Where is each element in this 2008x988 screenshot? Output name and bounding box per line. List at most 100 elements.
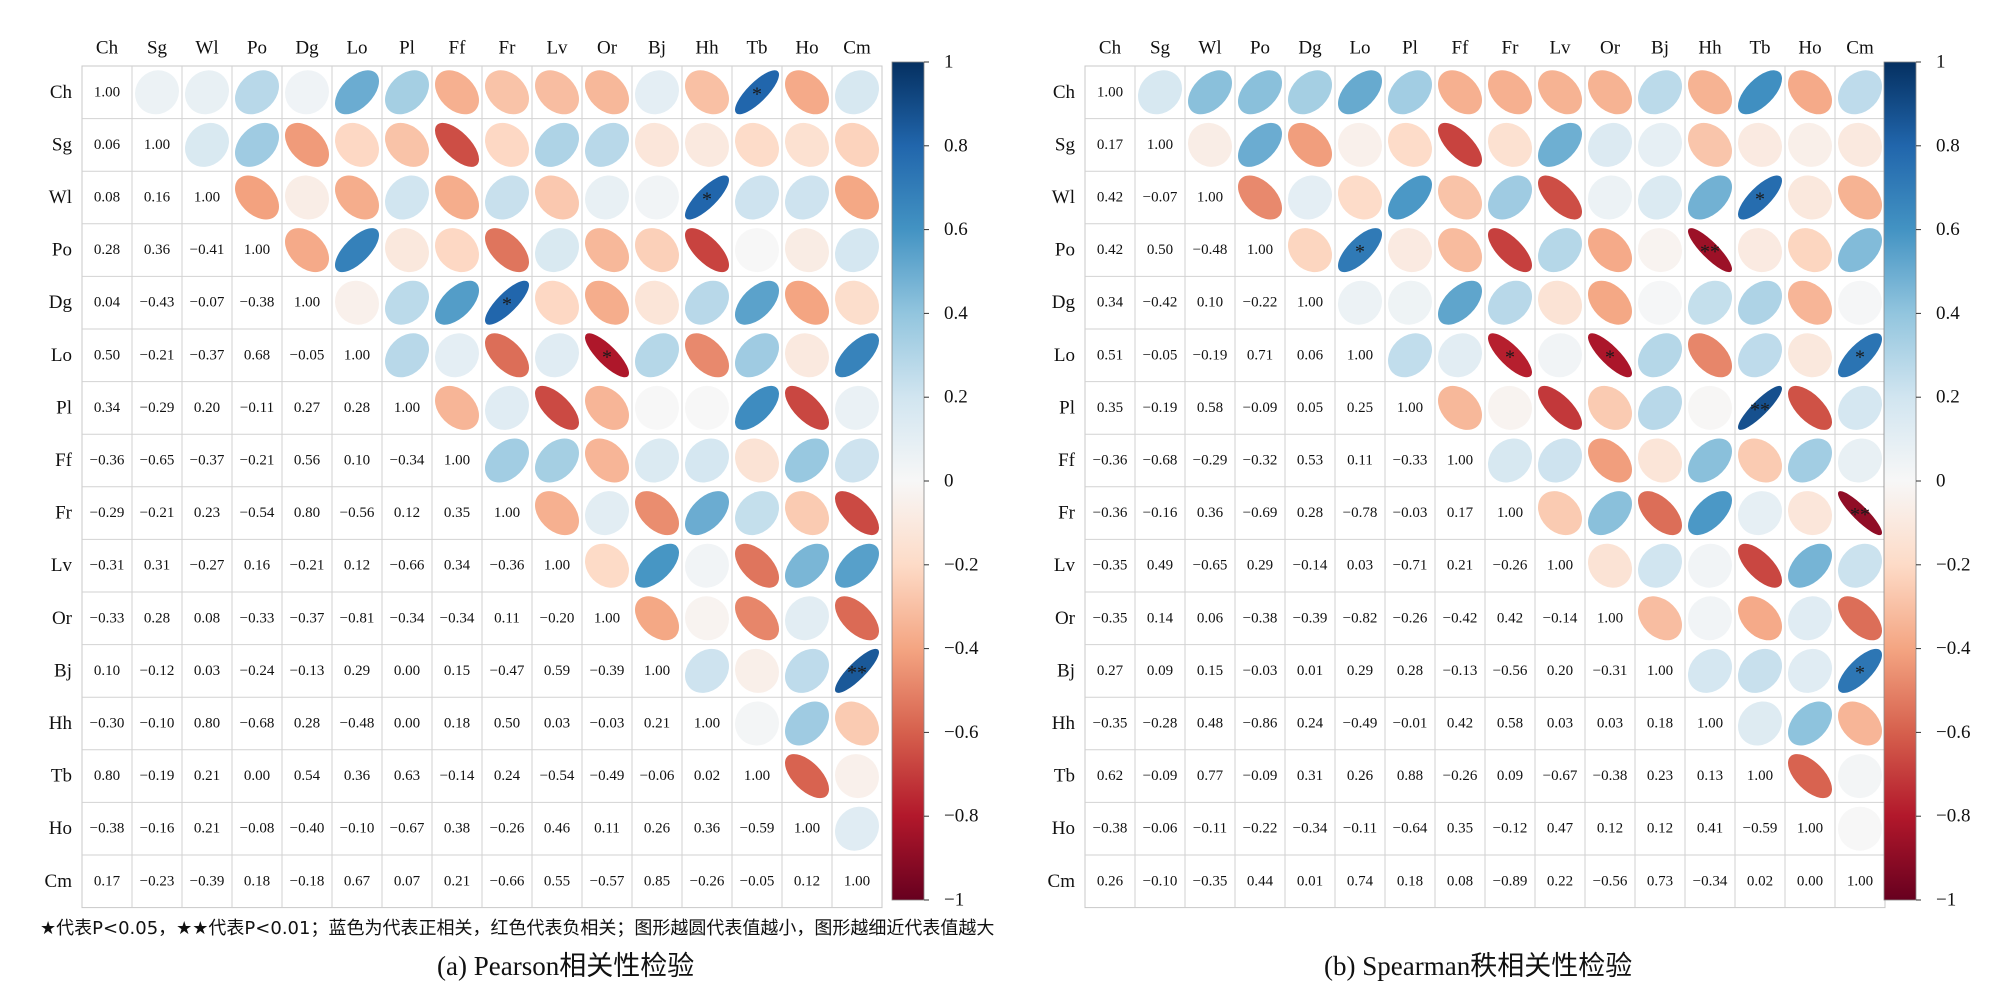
correlation-value: −0.16	[140, 821, 175, 837]
row-label: Ch	[50, 82, 73, 103]
correlation-ellipse	[1837, 596, 1882, 641]
correlation-value: −0.29	[140, 400, 175, 416]
correlation-value: 0.06	[1297, 347, 1324, 363]
correlation-value: −0.32	[1243, 453, 1278, 469]
correlation-ellipse	[1837, 543, 1882, 588]
correlation-value: 0.55	[544, 873, 570, 889]
row-label: Cm	[45, 871, 73, 892]
correlation-value: −0.09	[1243, 768, 1278, 784]
correlation-ellipse	[1388, 122, 1433, 167]
correlation-value: 0.54	[294, 768, 321, 784]
correlation-ellipse	[1787, 754, 1832, 799]
correlation-value: 0.11	[1347, 453, 1373, 469]
row-label: Wl	[49, 187, 72, 208]
correlation-value: −0.34	[390, 453, 425, 469]
correlation-value: 0.03	[544, 716, 570, 732]
correlation-ellipse	[685, 280, 730, 325]
correlation-ellipse	[735, 122, 780, 167]
correlation-ellipse	[1637, 543, 1682, 588]
diagonal-value: 1.00	[1847, 873, 1873, 889]
column-label: Fr	[499, 38, 517, 59]
correlation-value: 0.42	[1497, 610, 1523, 626]
diagonal-value: 1.00	[1547, 558, 1573, 574]
column-label: Bj	[648, 38, 666, 59]
correlation-value: 0.15	[444, 663, 470, 679]
correlation-value: 0.31	[144, 558, 170, 574]
significance-mark: *	[1605, 346, 1615, 368]
correlation-value: 0.04	[94, 295, 121, 311]
correlation-ellipse	[1788, 70, 1833, 115]
correlation-value: −0.56	[340, 505, 375, 521]
correlation-ellipse	[1587, 491, 1632, 536]
correlation-ellipse	[1838, 385, 1883, 430]
diagonal-value: 1.00	[1197, 190, 1223, 206]
correlation-ellipse	[735, 280, 780, 325]
correlation-value: −0.30	[90, 716, 125, 732]
correlation-value: 0.17	[1097, 137, 1124, 153]
colorbar-tick-label: 0.6	[1936, 219, 1960, 240]
correlation-value: 0.42	[1097, 242, 1123, 258]
correlation-value: 0.21	[194, 768, 220, 784]
correlation-ellipse	[1337, 122, 1382, 167]
correlation-value: −0.14	[1293, 558, 1328, 574]
correlation-ellipse	[1287, 228, 1332, 273]
correlation-ellipse	[334, 228, 379, 273]
correlation-ellipse	[1638, 333, 1683, 378]
correlation-ellipse	[734, 491, 779, 536]
correlation-ellipse	[685, 228, 730, 273]
correlation-ellipse	[835, 806, 880, 851]
correlation-value: −0.21	[240, 453, 275, 469]
colorbar-tick-label: −0.8	[1936, 806, 1970, 827]
correlation-value: 0.80	[194, 716, 220, 732]
correlation-ellipse	[1538, 333, 1583, 378]
correlation-value: −0.57	[590, 873, 625, 889]
correlation-ellipse	[184, 122, 229, 167]
row-label: Hh	[1052, 713, 1076, 734]
column-label: Pl	[399, 38, 415, 59]
significance-mark: *	[1755, 189, 1765, 211]
correlation-value: 0.23	[194, 505, 220, 521]
colorbar-tick-label: 1	[1936, 52, 1946, 73]
correlation-value: −0.71	[1393, 558, 1428, 574]
significance-mark: **	[1850, 504, 1870, 526]
correlation-value: −0.21	[290, 558, 325, 574]
correlation-ellipse	[684, 648, 730, 693]
diagonal-value: 1.00	[644, 663, 670, 679]
correlation-ellipse	[385, 70, 430, 115]
colorbar-tick-label: 0.8	[944, 135, 968, 156]
correlation-ellipse	[585, 333, 630, 378]
correlation-value: −0.47	[490, 663, 525, 679]
correlation-ellipse	[835, 543, 880, 588]
correlation-ellipse	[835, 70, 880, 115]
correlation-value: 0.10	[1197, 295, 1223, 311]
correlation-value: 0.24	[1297, 716, 1324, 732]
diagonal-value: 1.00	[1797, 821, 1823, 837]
correlation-value: −0.86	[1243, 716, 1278, 732]
correlation-ellipse	[835, 596, 880, 641]
correlation-value: −0.36	[1093, 505, 1128, 521]
column-label: Bj	[1651, 38, 1669, 59]
diagonal-value: 1.00	[1697, 716, 1723, 732]
correlation-value: 0.38	[444, 821, 470, 837]
column-label: Tb	[1749, 38, 1770, 59]
correlation-ellipse	[635, 385, 679, 430]
correlation-value: −0.29	[90, 505, 125, 521]
panel-a-matrix: Ch Ch Sg Sg Wl Wl Po Po Dg Dg Lo Lo Pl Pl Ff Ff Fr Fr Lv Lv…	[45, 38, 883, 909]
correlation-ellipse	[734, 70, 779, 115]
significance-mark: *	[602, 346, 612, 368]
correlation-ellipse	[1487, 438, 1532, 483]
correlation-value: −0.39	[190, 873, 225, 889]
row-label: Pl	[56, 397, 72, 418]
correlation-value: 0.28	[144, 610, 170, 626]
correlation-ellipse	[1687, 228, 1732, 273]
correlation-ellipse	[1837, 648, 1882, 693]
row-label: Tb	[1054, 766, 1075, 787]
diagonal-value: 1.00	[344, 347, 370, 363]
correlation-value: −0.10	[340, 821, 375, 837]
correlation-value: −0.31	[90, 558, 125, 574]
correlation-ellipse	[1838, 175, 1883, 220]
correlation-value: 0.10	[344, 453, 370, 469]
correlation-ellipse	[585, 228, 629, 273]
correlation-value: 0.42	[1447, 716, 1473, 732]
